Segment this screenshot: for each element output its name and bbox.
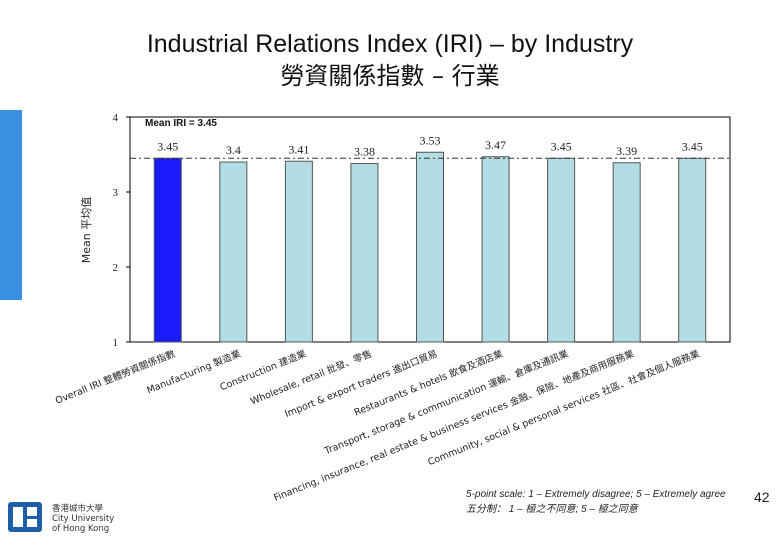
left-accent-bar	[0, 110, 22, 300]
scale-note-english: 5-point scale: 1 – Extremely disagree; 5…	[466, 489, 726, 500]
y-tick-label: 3	[113, 187, 119, 199]
bar	[678, 157, 707, 343]
logo-name-english-2: of Hong Kong	[52, 524, 110, 534]
cityu-logo	[8, 502, 42, 532]
bar	[416, 151, 444, 343]
y-tick-label: 1	[113, 337, 119, 349]
bar	[547, 157, 576, 343]
logo-name-english-1: City University	[52, 514, 115, 524]
y-axis-label: Mean 平均值	[80, 197, 93, 263]
bar-value-label: 3.45	[551, 139, 572, 153]
bar-value-label: 3.47	[485, 138, 506, 152]
bar-value-label: 3.45	[682, 139, 703, 153]
bar-value-label: 3.39	[616, 144, 637, 158]
y-tick-label: 4	[113, 112, 119, 124]
title-english: Industrial Relations Index (IRI) – by In…	[146, 30, 634, 58]
bar-value-label: 3.41	[288, 142, 309, 156]
category-label: Overall IRI 整體勞資關係指數	[54, 347, 178, 406]
scale-footnote: 5-point scale: 1 – Extremely disagree; 5…	[466, 487, 726, 517]
bar-value-label: 3.38	[354, 145, 375, 159]
bar-value-label: 3.4	[226, 143, 241, 157]
bar	[612, 162, 641, 343]
bar	[350, 163, 379, 343]
title-chinese: 勞資關係指數 – 行業	[280, 62, 500, 90]
bar	[219, 161, 248, 343]
mean-iri-label: Mean IRI = 3.45	[145, 118, 217, 129]
bar	[284, 160, 313, 343]
bar-value-label: 3.45	[157, 139, 178, 153]
page-number: 42	[754, 489, 770, 505]
scale-note-chinese: 五分制： 1 – 極之不同意; 5 – 極之同意	[466, 504, 638, 515]
bar-value-label: 3.53	[420, 133, 441, 147]
page-title: Industrial Relations Index (IRI) – by In…	[0, 28, 780, 92]
logo-name-chinese: 香港城市大學	[52, 504, 104, 514]
y-tick-label: 2	[113, 262, 119, 274]
bar	[153, 157, 182, 343]
bar	[481, 156, 510, 343]
logo-text: 香港城市大學 City University of Hong Kong	[52, 504, 114, 534]
